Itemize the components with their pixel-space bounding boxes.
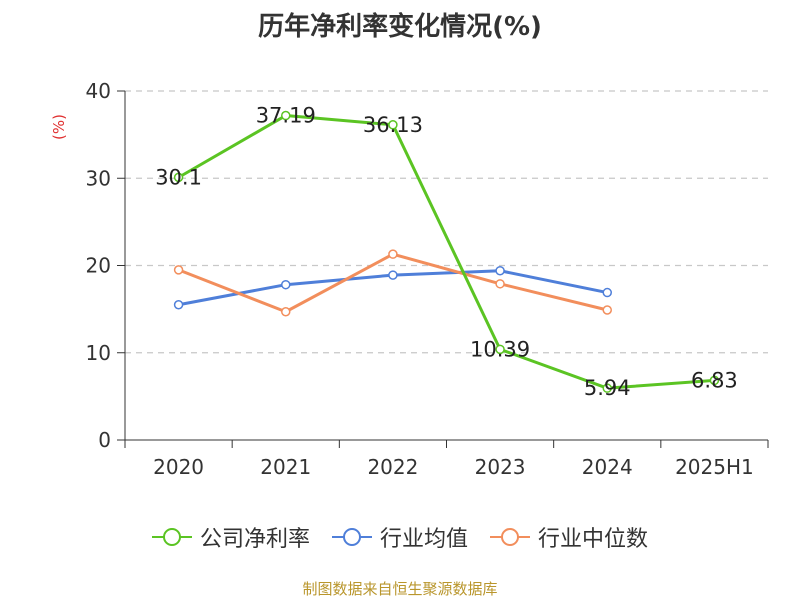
data-label-2025H1: 6.83	[691, 368, 738, 392]
data-label-2023: 10.39	[470, 337, 530, 361]
data-point-1-2020	[173, 300, 184, 310]
x-tick-label-2022: 2022	[367, 455, 418, 479]
y-tick-label-0: 0	[98, 428, 111, 452]
legend-label-industry-median: 行业中位数	[538, 527, 649, 552]
data-point-0-2021	[281, 110, 291, 121]
chart-title: 历年净利率变化情况(%)	[258, 12, 542, 42]
legend-marker-industry-median	[490, 528, 530, 546]
data-point-2-2022	[388, 249, 398, 259]
data-point-1-2021	[281, 279, 291, 290]
data-label-2021: 37.19	[256, 104, 316, 128]
x-tick-label-2025H1: 2025H1	[675, 455, 754, 479]
data-point-2-2020	[173, 265, 184, 275]
data-point-2-2023	[495, 279, 505, 289]
x-tick-label-2020: 2020	[153, 455, 204, 479]
data-point-1-2024	[602, 287, 612, 298]
legend-item-company[interactable]: 公司净利率	[151, 521, 310, 553]
y-tick-label-30: 30	[86, 166, 111, 190]
x-tick-label-2023: 2023	[475, 455, 526, 479]
data-point-1-2023	[495, 265, 505, 276]
legend-label-company: 公司净利率	[199, 527, 310, 552]
data-point-2-2024	[602, 305, 612, 315]
data-point-0-2024	[602, 383, 612, 393]
data-label-2022: 36.13	[363, 113, 423, 137]
x-tick-label-2024: 2024	[582, 455, 633, 479]
legend-item-industry-mean[interactable]: 行业均值	[331, 521, 468, 553]
data-point-0-2023	[495, 344, 505, 355]
data-point-0-2020	[173, 172, 184, 183]
data-point-2-2021	[281, 306, 291, 317]
y-tick-label-40: 40	[86, 79, 111, 103]
data-point-0-2022	[388, 120, 398, 130]
legend-marker-industry-mean	[331, 528, 372, 546]
legend-item-industry-median[interactable]: 行业中位数	[490, 521, 648, 553]
data-label-2024: 5.94	[584, 376, 631, 400]
y-tick-label-20: 20	[86, 254, 111, 278]
legend-label-industry-mean: 行业均值	[379, 527, 468, 552]
series-line-0	[177, 114, 715, 390]
x-tick-label-2021: 2021	[260, 455, 311, 479]
data-point-1-2022	[388, 270, 398, 280]
legend-marker-company	[151, 528, 192, 546]
data-point-0-2025H1	[709, 375, 720, 386]
series-line-2	[178, 252, 608, 314]
legend: 公司净利率 行业均值 行业中位数	[0, 519, 800, 555]
y-tick-label-10: 10	[86, 341, 111, 365]
source-footer: 制图数据来自恒生聚源数据库	[302, 580, 498, 598]
data-label-2020: 30.1	[155, 165, 202, 189]
